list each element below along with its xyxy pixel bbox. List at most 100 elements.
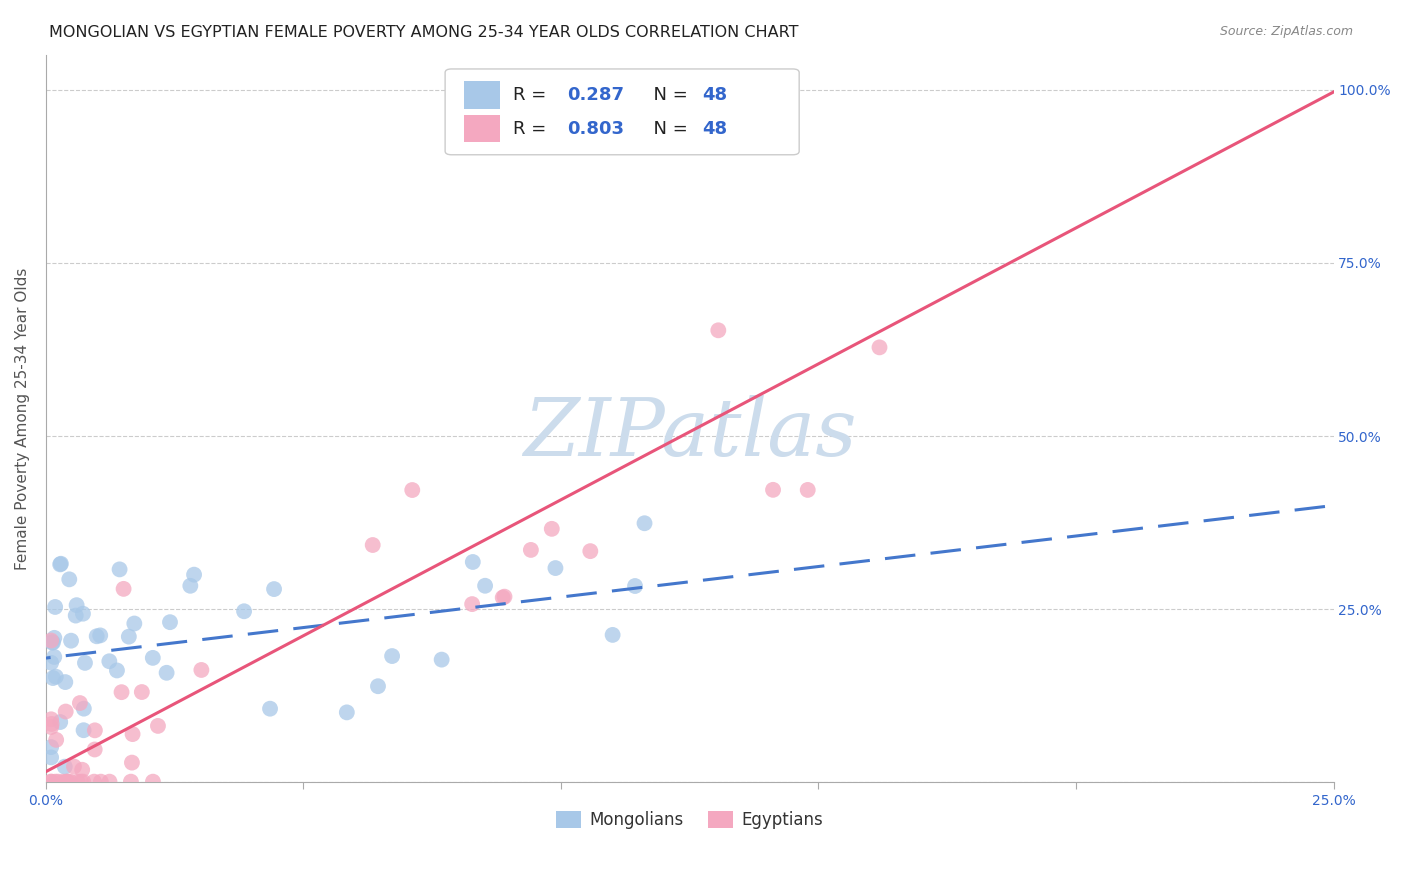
Point bbox=[45, 732, 67, 747]
Point bbox=[66, 774, 89, 789]
Point bbox=[869, 340, 891, 354]
Point bbox=[124, 616, 146, 631]
Text: MONGOLIAN VS EGYPTIAN FEMALE POVERTY AMONG 25-34 YEAR OLDS CORRELATION CHART: MONGOLIAN VS EGYPTIAN FEMALE POVERTY AMO… bbox=[49, 25, 799, 40]
Point bbox=[58, 572, 80, 586]
Point bbox=[624, 579, 647, 593]
Point bbox=[796, 483, 818, 497]
Text: R =: R = bbox=[513, 87, 553, 104]
Point bbox=[44, 649, 66, 664]
Point bbox=[60, 633, 83, 648]
Text: 0.803: 0.803 bbox=[568, 120, 624, 137]
Point bbox=[179, 579, 201, 593]
Point bbox=[98, 774, 121, 789]
Point bbox=[65, 608, 87, 623]
Point bbox=[540, 522, 562, 536]
Point bbox=[53, 759, 76, 773]
Point bbox=[461, 555, 484, 569]
Point bbox=[105, 664, 128, 678]
Point bbox=[72, 774, 94, 789]
Point bbox=[108, 562, 131, 576]
Text: Source: ZipAtlas.com: Source: ZipAtlas.com bbox=[1219, 25, 1353, 38]
Point bbox=[72, 723, 94, 738]
Point bbox=[159, 615, 181, 630]
Point bbox=[42, 635, 65, 649]
Point bbox=[120, 774, 142, 789]
Point bbox=[49, 714, 72, 729]
Point bbox=[602, 628, 624, 642]
Point bbox=[110, 685, 132, 699]
Point bbox=[72, 607, 94, 621]
Point bbox=[45, 670, 67, 684]
Point bbox=[259, 701, 281, 715]
Point bbox=[633, 516, 655, 531]
Point bbox=[146, 719, 169, 733]
Point bbox=[44, 774, 66, 789]
Text: 0.287: 0.287 bbox=[568, 87, 624, 104]
Point bbox=[70, 763, 93, 777]
Point bbox=[49, 558, 72, 572]
Point bbox=[39, 656, 62, 670]
Point bbox=[39, 774, 62, 789]
Point bbox=[361, 538, 384, 552]
Point bbox=[381, 648, 404, 663]
Point bbox=[263, 582, 285, 596]
FancyBboxPatch shape bbox=[464, 115, 501, 143]
Point bbox=[336, 706, 359, 720]
Text: R =: R = bbox=[513, 120, 553, 137]
Point bbox=[155, 665, 177, 680]
Point bbox=[59, 774, 82, 789]
Point bbox=[41, 635, 63, 649]
FancyBboxPatch shape bbox=[464, 81, 501, 109]
Text: 48: 48 bbox=[703, 87, 728, 104]
Point bbox=[86, 629, 108, 643]
Point bbox=[39, 750, 62, 764]
Point bbox=[579, 544, 602, 558]
Point bbox=[142, 774, 165, 789]
Point bbox=[42, 671, 65, 685]
Point bbox=[121, 727, 143, 741]
Point bbox=[52, 774, 75, 789]
Point bbox=[492, 591, 515, 605]
Point bbox=[56, 774, 79, 789]
Point bbox=[98, 654, 121, 668]
Point bbox=[544, 561, 567, 575]
Point bbox=[55, 774, 77, 789]
Point bbox=[121, 756, 143, 770]
Point bbox=[49, 557, 72, 571]
FancyBboxPatch shape bbox=[446, 69, 799, 155]
Point bbox=[39, 774, 62, 789]
Point bbox=[39, 633, 62, 648]
Point bbox=[46, 774, 69, 789]
Point bbox=[131, 685, 153, 699]
Text: N =: N = bbox=[643, 120, 693, 137]
Point bbox=[707, 323, 730, 337]
Point bbox=[89, 628, 111, 642]
Point bbox=[233, 604, 256, 618]
Point bbox=[520, 543, 543, 558]
Point bbox=[39, 712, 62, 726]
Point bbox=[461, 597, 484, 611]
Y-axis label: Female Poverty Among 25-34 Year Olds: Female Poverty Among 25-34 Year Olds bbox=[15, 268, 30, 570]
Point bbox=[56, 774, 79, 789]
Point bbox=[41, 717, 63, 731]
Point bbox=[44, 599, 66, 614]
Point bbox=[83, 774, 105, 789]
Point bbox=[142, 651, 165, 665]
Legend: Mongolians, Egyptians: Mongolians, Egyptians bbox=[550, 805, 831, 836]
Point bbox=[44, 631, 66, 645]
Point bbox=[39, 720, 62, 734]
Point bbox=[494, 590, 516, 604]
Point bbox=[53, 675, 76, 690]
Point bbox=[69, 696, 91, 710]
Point bbox=[401, 483, 423, 497]
Point bbox=[73, 656, 96, 670]
Point bbox=[190, 663, 212, 677]
Point bbox=[762, 483, 785, 497]
Point bbox=[73, 701, 96, 715]
Point bbox=[83, 723, 105, 738]
Point bbox=[183, 567, 205, 582]
Point bbox=[118, 630, 141, 644]
Point bbox=[55, 705, 77, 719]
Point bbox=[474, 579, 496, 593]
Point bbox=[367, 679, 389, 693]
